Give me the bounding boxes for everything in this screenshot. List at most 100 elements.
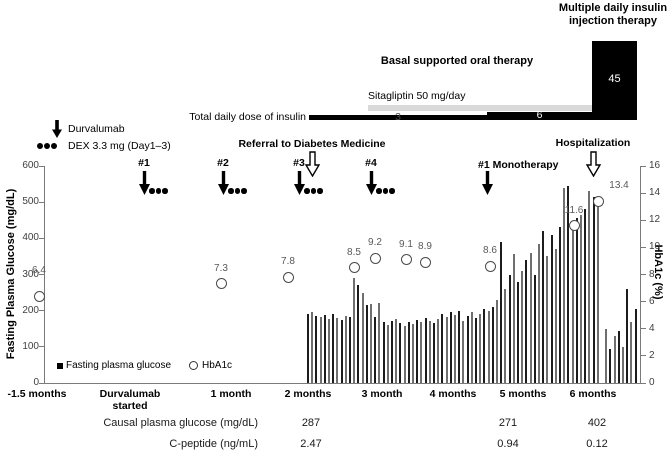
- y-axis-tick-right: [641, 165, 646, 167]
- fpg-bar: [567, 185, 570, 383]
- fpg-bar: [378, 302, 381, 383]
- y-axis-tick-label-left: 0: [33, 377, 39, 388]
- fpg-bar: [340, 319, 343, 383]
- fpg-bar: [323, 315, 326, 383]
- fpg-bar: [617, 330, 620, 383]
- table-cell-value: 0.94: [497, 438, 519, 450]
- hba1c-point: [484, 260, 496, 272]
- y-axis-tick-label-right: 0: [649, 377, 655, 388]
- fpg-bar: [466, 316, 469, 383]
- fpg-bar: [525, 260, 528, 383]
- y-axis-tick-right: [641, 328, 646, 330]
- y-axis-tick-label-right: 2: [649, 349, 655, 361]
- fpg-bar: [496, 299, 498, 383]
- fpg-bar: [416, 319, 419, 383]
- open-arrow-event-label: Referral to Diabetes Medicine: [238, 138, 386, 150]
- fpg-bar: [483, 308, 486, 383]
- fpg-bar: [407, 321, 410, 383]
- y-axis-tick-label-right: 10: [649, 241, 661, 253]
- hba1c-value-label: 9.2: [368, 237, 382, 249]
- fpg-bar: [374, 317, 377, 383]
- hba1c-point: [419, 256, 431, 268]
- dex-dot-icon: [317, 188, 323, 194]
- y-axis-tick-left: [39, 237, 44, 239]
- fpg-bar: [445, 317, 448, 383]
- fpg-bar: [449, 312, 452, 383]
- fpg-bar: [546, 256, 549, 383]
- fpg-bar: [508, 274, 511, 383]
- sitagliptin-label: Sitagliptin 50 mg/day: [368, 90, 466, 102]
- legend-bars-label: Fasting plasma glucose: [66, 360, 172, 371]
- dex-legend-label: DEX 3.3 mg (Day1–3): [68, 140, 171, 152]
- y-axis-tick-right: [641, 192, 646, 194]
- fpg-bar: [424, 317, 427, 383]
- fpg-bar: [412, 324, 414, 383]
- fpg-bar: [550, 234, 553, 383]
- hba1c-value-label: 8.5: [347, 246, 361, 258]
- fpg-bar: [433, 323, 435, 383]
- fpg-bar: [332, 313, 335, 383]
- durvalumab-arrow-icon: [52, 120, 62, 138]
- hba1c-point: [215, 278, 227, 290]
- y-axis-tick-right: [641, 301, 646, 303]
- fpg-bar: [605, 328, 608, 383]
- fpg-bar: [512, 253, 515, 383]
- fpg-bar: [609, 348, 612, 383]
- y-axis-tick-left: [39, 274, 44, 275]
- fpg-bar: [596, 202, 599, 383]
- fpg-bar: [315, 316, 318, 383]
- y-axis-tick-label-right: 12: [649, 214, 661, 226]
- fpg-bar: [533, 274, 536, 383]
- fpg-bar: [584, 209, 587, 383]
- fpg-bar: [458, 310, 461, 383]
- fpg-bar: [613, 335, 616, 383]
- table-cell-value: 271: [498, 417, 518, 429]
- fpg-bar: [403, 325, 406, 383]
- fpg-bar: [344, 315, 347, 383]
- x-axis-category-label: 3 month: [361, 388, 403, 400]
- y-axis-tick-label-right: 14: [649, 187, 661, 199]
- dex-dot-icon: [228, 188, 234, 194]
- y-axis-tick-left: [39, 165, 44, 167]
- y-axis-tick-label-left: 600: [22, 160, 39, 171]
- fpg-bar: [487, 311, 490, 383]
- insulin-dose-value: 3: [395, 110, 401, 123]
- table-cell-value: 0.12: [586, 438, 608, 450]
- hba1c-point: [33, 290, 45, 302]
- hba1c-value-label: 7.3: [214, 262, 228, 274]
- table-row-label: C-peptide (ng/mL): [169, 438, 258, 450]
- fpg-bar: [626, 288, 629, 383]
- fpg-bar: [559, 227, 561, 383]
- fpg-bar: [500, 242, 503, 383]
- x-axis-category-label: 1 month: [210, 388, 252, 400]
- fpg-bar: [470, 312, 473, 383]
- y-axis-tick-left: [39, 346, 44, 348]
- hba1c-point: [369, 252, 381, 264]
- dex-dot-icon: [234, 188, 240, 194]
- y-axis-tick-label-left: 400: [22, 232, 39, 244]
- fpg-bar: [521, 270, 524, 383]
- fpg-bar: [504, 288, 507, 383]
- fpg-bar: [311, 312, 314, 383]
- y-axis-tick-label-left: 300: [22, 268, 39, 280]
- chemo-event-label: #2: [217, 157, 229, 169]
- hba1c-point: [282, 271, 294, 283]
- fpg-bar: [475, 317, 477, 383]
- table-cell-value: 2.47: [300, 438, 322, 450]
- fpg-bar: [622, 346, 624, 383]
- hba1c-point: [568, 220, 580, 232]
- fpg-bar: [382, 322, 385, 383]
- fpg-bar: [630, 321, 633, 383]
- chemo-event-label: #3: [293, 157, 305, 169]
- hba1c-value-label: 8.9: [418, 241, 432, 253]
- fpg-bar: [428, 320, 431, 383]
- table-row-label: Causal plasma glucose (mg/dL): [103, 417, 258, 429]
- fpg-bar: [542, 231, 545, 383]
- fpg-bar: [328, 318, 330, 383]
- mdi-therapy-title: Multiple daily insulin injection therapy: [558, 2, 668, 27]
- fpg-bar: [386, 325, 389, 383]
- fpg-bar: [554, 249, 557, 383]
- y-axis-tick-right: [641, 274, 646, 275]
- hba1c-point: [400, 254, 412, 266]
